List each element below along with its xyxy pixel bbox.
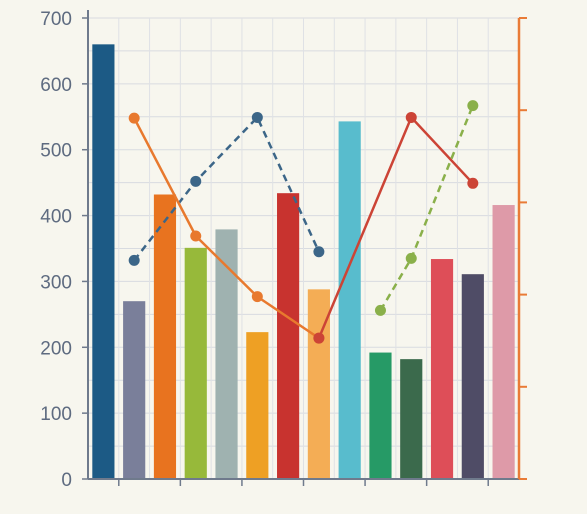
bar (246, 332, 269, 479)
bar (123, 301, 146, 479)
bar-series (92, 44, 515, 480)
series-point (190, 230, 202, 242)
series-line (133, 117, 320, 340)
axes (82, 10, 527, 486)
bar (400, 359, 423, 479)
series-point (190, 175, 202, 187)
y-tick-label: 700 (40, 9, 72, 30)
series-point (313, 332, 325, 344)
series-point (405, 111, 417, 123)
bar (153, 194, 177, 480)
bar (430, 259, 454, 479)
line-series (128, 100, 479, 344)
bar (307, 289, 330, 479)
series-point (374, 304, 386, 316)
bar (277, 193, 300, 479)
series-point (128, 112, 140, 124)
bar (338, 121, 361, 479)
y-tick-label: 500 (40, 141, 72, 162)
y-tick-label: 300 (40, 272, 72, 293)
bar (369, 352, 392, 479)
bar (215, 229, 238, 479)
grid-lines (87, 17, 520, 480)
bar (492, 205, 515, 479)
y-tick-labels: 0 100 200 300 400 500 600 700 (40, 9, 72, 491)
y-tick-label: 400 (40, 207, 72, 228)
bar (461, 274, 484, 479)
y-tick-label: 200 (40, 338, 72, 359)
bar (92, 44, 115, 479)
y-tick-label: 0 (61, 470, 72, 491)
series-line (133, 116, 321, 262)
series-point (313, 246, 325, 258)
series-point (251, 291, 263, 303)
series-point (251, 111, 263, 123)
y-tick-label: 600 (40, 75, 72, 96)
series-point (467, 177, 479, 189)
series-point (128, 254, 140, 266)
series-point (405, 252, 417, 264)
y-tick-label: 100 (40, 404, 72, 425)
series-point (467, 100, 479, 112)
bar (184, 247, 207, 479)
